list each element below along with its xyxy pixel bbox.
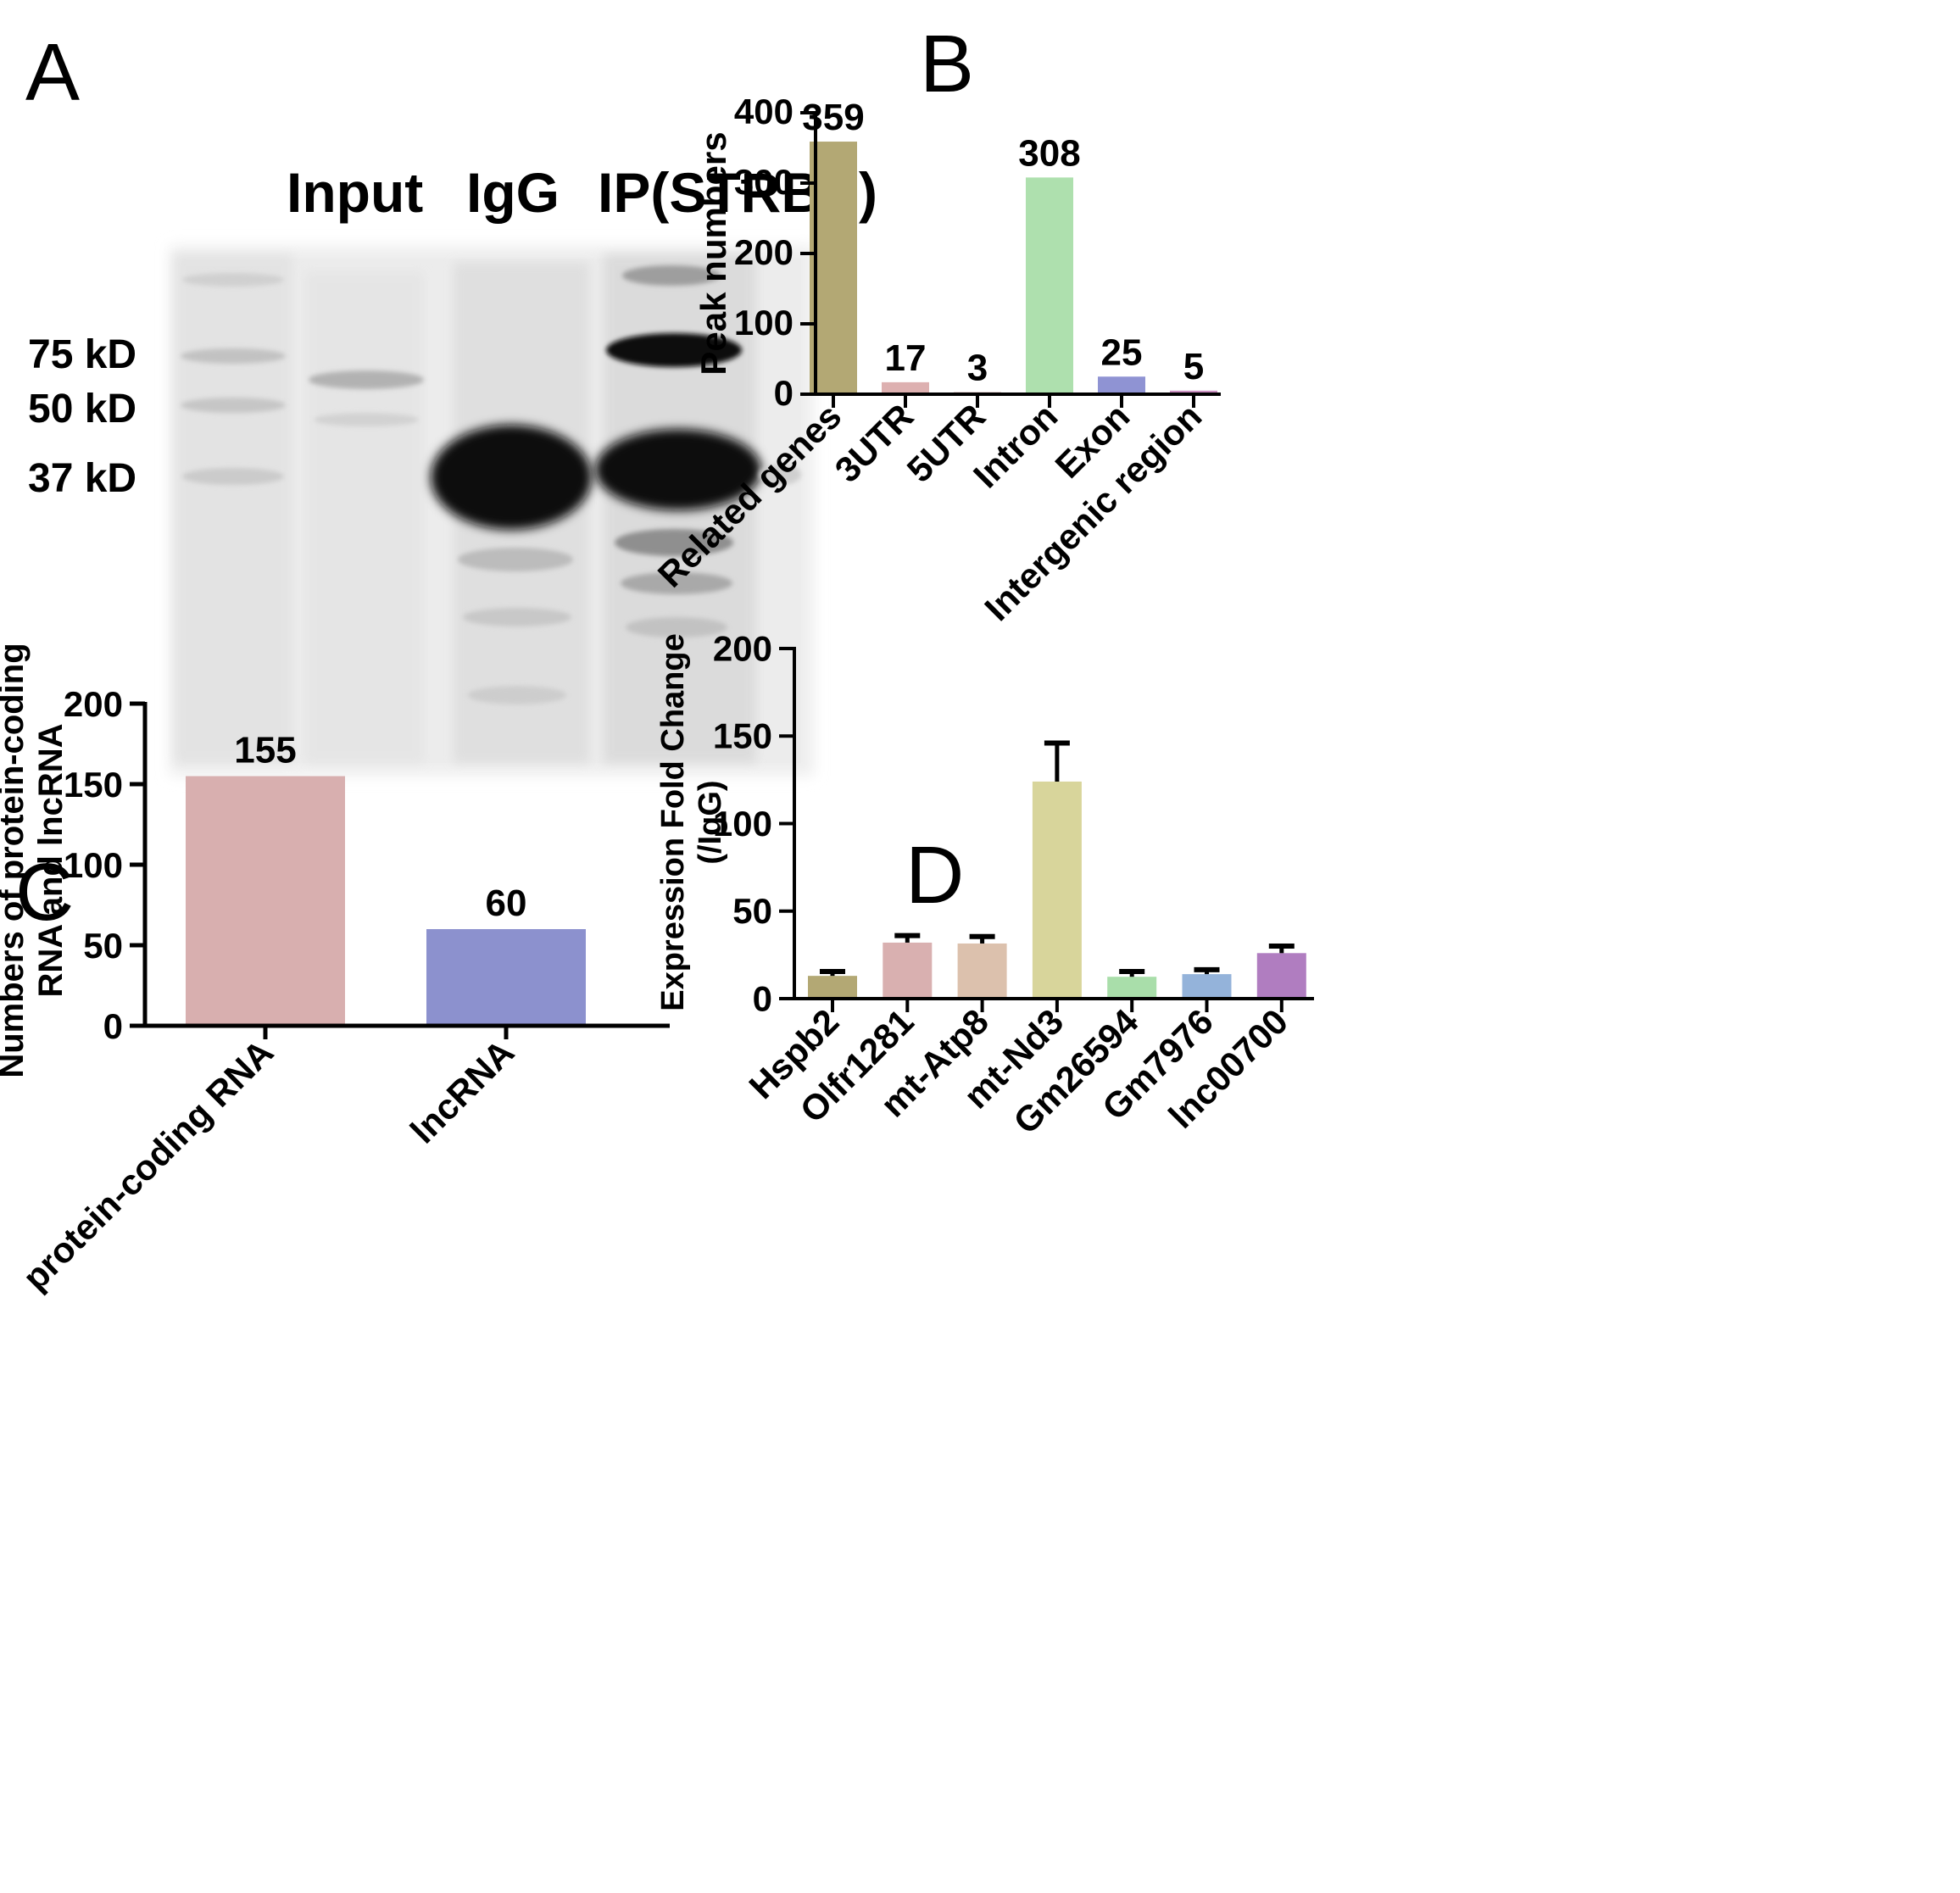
category-label: protein-coding RNA <box>15 1032 281 1298</box>
panel-letter-d: D <box>905 830 965 921</box>
blot-marker-75: 75 kD <box>28 332 136 377</box>
input-lane <box>305 271 424 763</box>
y-tick-label: 50 <box>732 891 772 931</box>
y-tick-label: 100 <box>64 845 123 885</box>
ip-band <box>626 617 727 637</box>
y-axis-title: (/IgG) <box>693 780 728 864</box>
bar <box>957 943 1007 999</box>
blot-lane-label-input: Input <box>287 161 423 224</box>
y-tick-label: 200 <box>64 684 123 724</box>
y-axis-title: Expression Fold Change <box>655 633 691 1011</box>
y-axis-title: Numbers of protein-coding <box>0 643 31 1077</box>
igg-band <box>468 686 566 704</box>
y-tick-label: 300 <box>734 162 793 202</box>
bar <box>1182 974 1232 999</box>
y-tick-label: 150 <box>713 716 772 756</box>
panel-letter-a: A <box>25 27 81 118</box>
bar <box>186 776 345 1026</box>
y-tick-label: 100 <box>734 303 793 342</box>
bar <box>810 142 857 394</box>
y-axis-title: Peak numbers <box>693 131 733 375</box>
y-tick-label: 200 <box>713 628 772 668</box>
bar <box>1098 376 1145 394</box>
bar <box>1032 781 1082 999</box>
y-tick-label: 100 <box>713 804 772 843</box>
data-label: 5 <box>1183 346 1204 387</box>
bar <box>1107 977 1157 999</box>
bar <box>1026 177 1073 394</box>
category-label: Intron <box>966 396 1065 495</box>
y-tick-label: 400 <box>734 92 793 131</box>
ladder-band <box>181 348 286 364</box>
y-tick-label: 50 <box>83 926 123 966</box>
ladder-lane <box>174 254 292 763</box>
data-label: 25 <box>1101 331 1143 373</box>
blot-marker-50: 50 kD <box>28 387 136 431</box>
y-tick-label: 200 <box>734 232 793 272</box>
y-tick-label: 150 <box>64 765 123 805</box>
ip-strbp-band <box>606 333 742 367</box>
bar <box>1170 390 1217 394</box>
data-label: 359 <box>802 97 864 138</box>
y-tick-label: 0 <box>753 978 772 1018</box>
blot-marker-37: 37 kD <box>28 456 136 501</box>
bar <box>808 976 857 999</box>
chart-fold-change: Hspb2Olfr1281mt-Atp8mt-Nd3Gm26594Gm7976l… <box>655 628 1314 1141</box>
ladder-band <box>182 273 284 287</box>
ladder-band <box>182 468 284 485</box>
igg-band <box>463 608 571 626</box>
category-label: 3UTR <box>827 396 922 490</box>
ladder-band <box>181 398 286 413</box>
data-label: 155 <box>234 730 296 771</box>
data-label: 60 <box>486 882 527 924</box>
input-band <box>309 370 424 389</box>
blot-lane-label-igg: IgG <box>466 161 560 224</box>
category-label: lncRNA <box>403 1032 521 1150</box>
bar <box>426 929 586 1026</box>
igg-band <box>458 548 573 571</box>
western-blot <box>170 246 814 776</box>
panel-letter-b: B <box>920 19 975 109</box>
y-axis-title: RNA and lncRNA <box>32 724 70 998</box>
data-label: 17 <box>885 337 927 379</box>
ip-band <box>615 529 733 556</box>
data-label: 3 <box>967 348 988 389</box>
y-tick-label: 0 <box>103 1006 123 1046</box>
bar <box>883 942 933 999</box>
input-band <box>314 413 419 426</box>
panel-letter-c: C <box>15 847 75 938</box>
bar <box>882 381 929 394</box>
ip-upper-band <box>622 265 721 286</box>
igg-heavy-band <box>431 425 592 530</box>
ip-heavy-band <box>595 429 761 510</box>
data-label: 308 <box>1018 132 1080 174</box>
y-tick-label: 0 <box>774 373 793 413</box>
blot-faint-band <box>759 465 801 485</box>
ip-band <box>621 572 732 594</box>
bar <box>1256 953 1306 999</box>
